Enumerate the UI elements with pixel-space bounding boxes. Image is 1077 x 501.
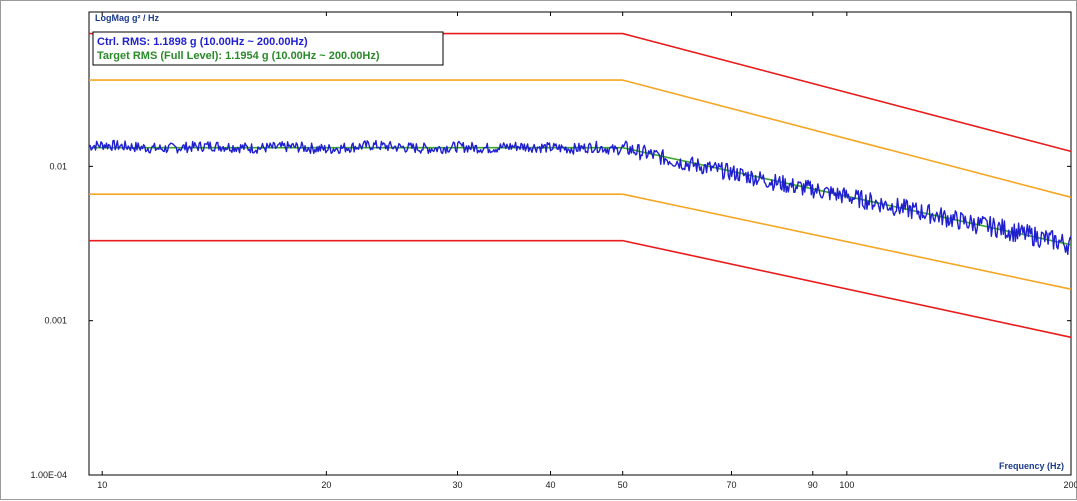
x-tick-label: 100 — [839, 480, 854, 490]
series-profile — [89, 146, 1072, 246]
x-tick-label: 50 — [618, 480, 628, 490]
legend-entry-control: Ctrl. RMS: 1.1898 g (10.00Hz ~ 200.00Hz) — [97, 36, 308, 48]
legend-entry-target: Target RMS (Full Level): 1.1954 g (10.00… — [97, 50, 380, 62]
legend: Ctrl. RMS: 1.1898 g (10.00Hz ~ 200.00Hz)… — [92, 31, 444, 66]
x-tick-label: 20 — [321, 480, 331, 490]
legend-box — [92, 31, 444, 66]
x-tick-label: 200 — [1063, 480, 1077, 490]
series-control — [88, 139, 1072, 255]
x-tick-label: 10 — [97, 480, 107, 490]
x-axis-label: Frequency (Hz) — [999, 461, 1064, 471]
y-tick-label: 0.01 — [49, 161, 67, 171]
y-axis-label: LogMag g² / Hz — [95, 13, 159, 23]
x-tick-label: 90 — [808, 480, 818, 490]
x-tick-label: 30 — [452, 480, 462, 490]
series-upper-alarm — [89, 79, 1072, 199]
plot-area — [88, 11, 1072, 476]
y-tick-label: 0.001 — [44, 316, 67, 326]
series-lower-abort — [89, 239, 1072, 339]
x-tick-label: 70 — [726, 480, 736, 490]
y-tick-label: 1.00E-04 — [30, 470, 67, 480]
series-lower-alarm — [89, 193, 1072, 290]
x-tick-label: 40 — [546, 480, 556, 490]
